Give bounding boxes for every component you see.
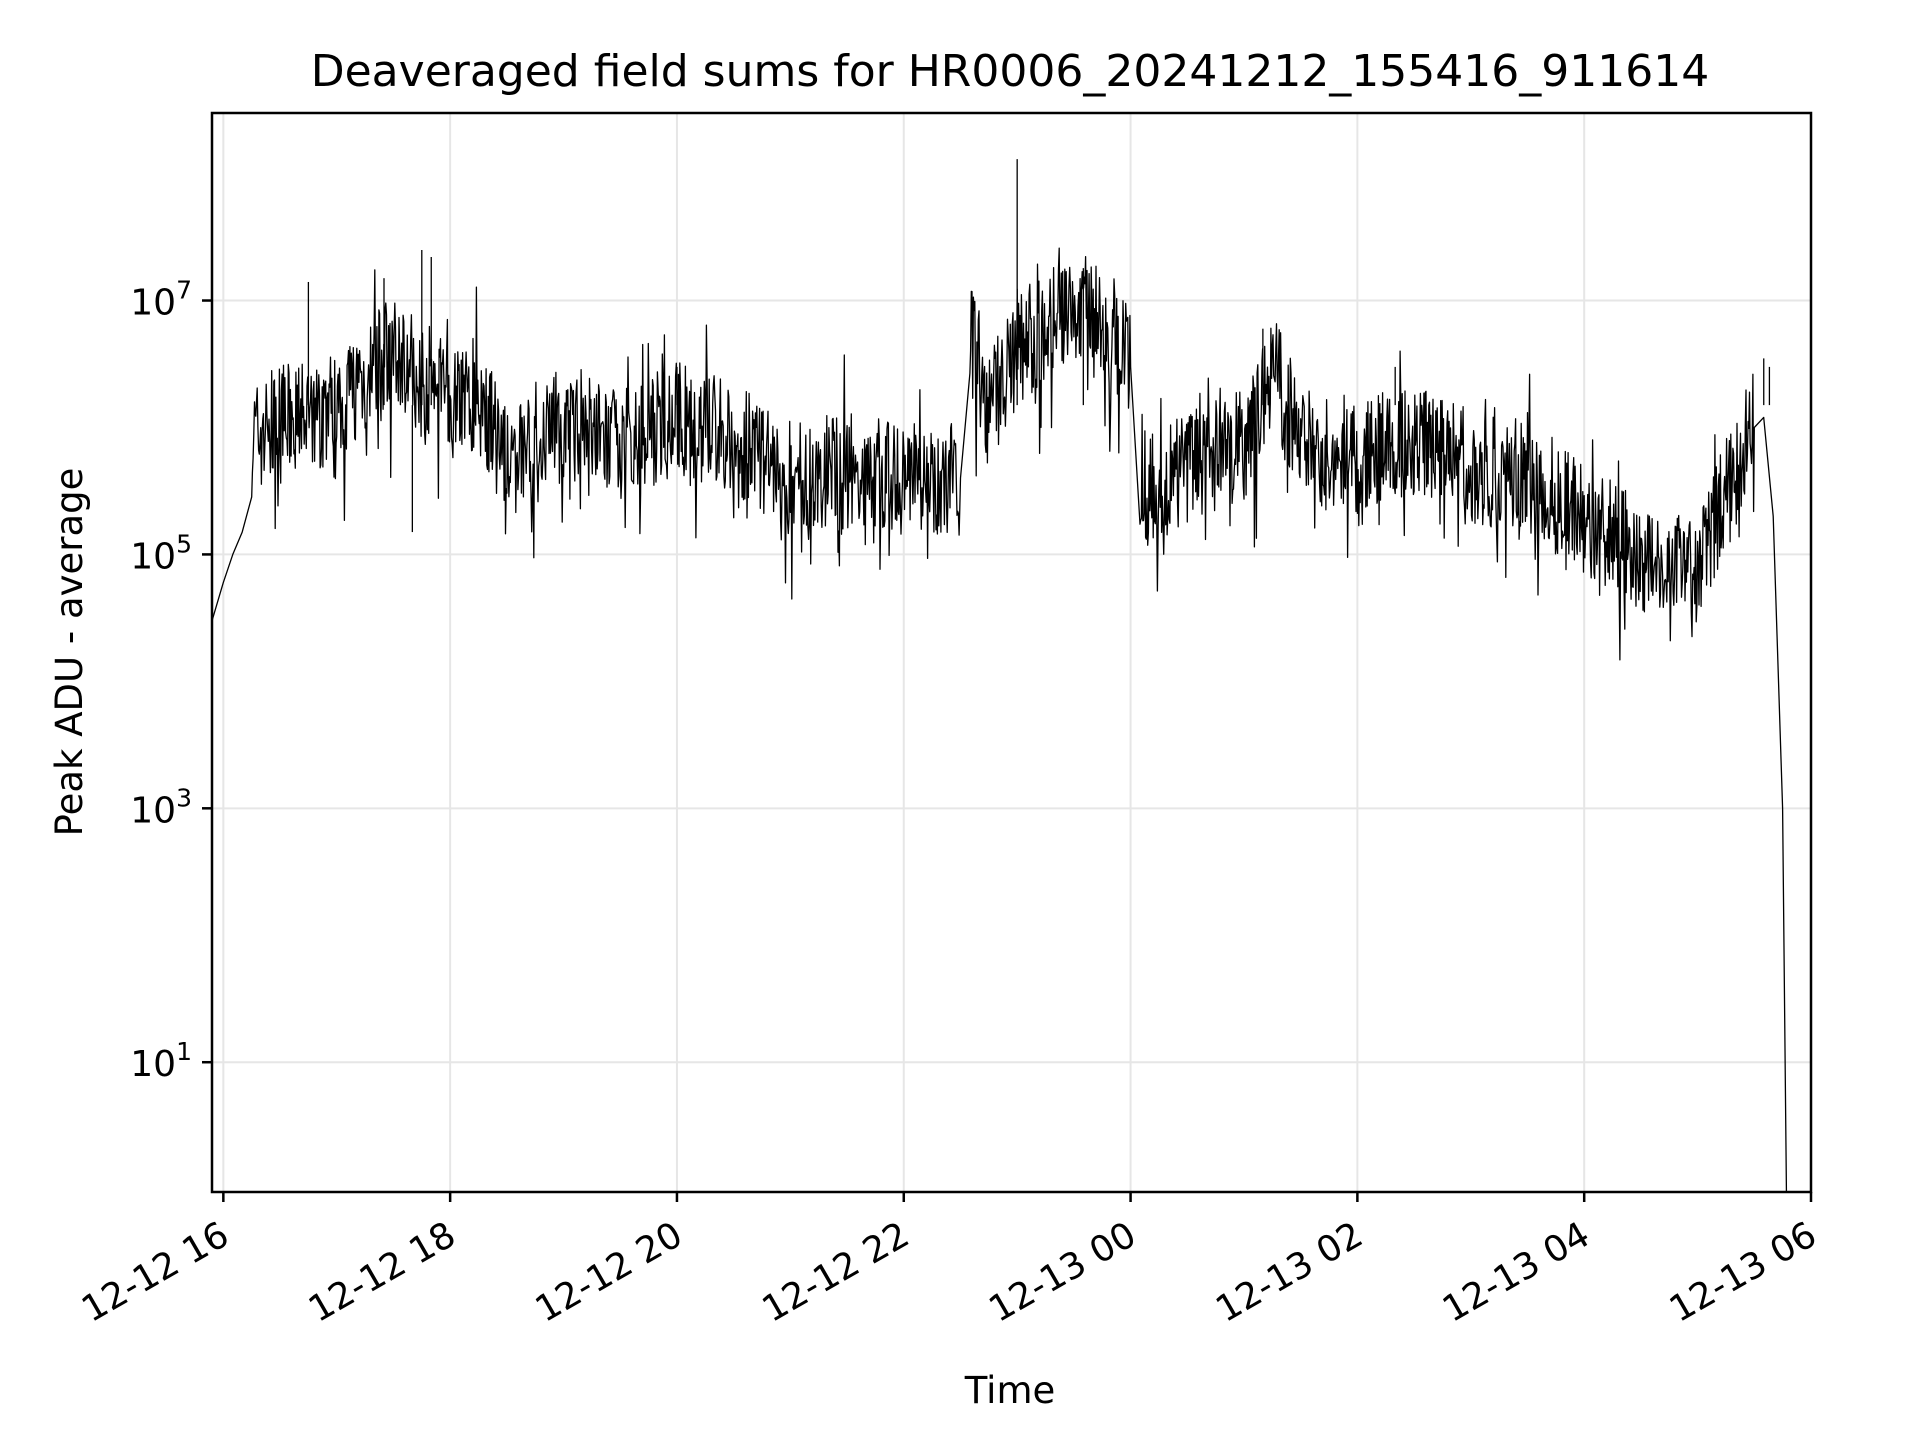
axis-ticks: 12-12 16 12-12 18 12-12 20 12-12 22 12-13 00…: [75, 276, 1823, 1331]
series-line: [211, 247, 1788, 1192]
x-tick-label: 12-12 22: [756, 1214, 917, 1330]
series-layer: [211, 159, 1788, 1192]
y-tick-label: 105: [130, 529, 192, 577]
chart-title: Deaveraged field sums for HR0006_2024121…: [311, 46, 1710, 97]
x-tick-label: 12-13 04: [1436, 1214, 1597, 1330]
x-tick-label: 12-13 00: [982, 1214, 1143, 1330]
plot-frame: [210, 111, 1813, 1194]
x-tick-label: 12-12 16: [75, 1214, 236, 1330]
x-tick-label: 12-13 06: [1663, 1214, 1824, 1330]
x-axis-label: Time: [964, 1369, 1056, 1412]
y-tick-label: 101: [130, 1037, 192, 1085]
y-axis-label: Peak ADU - average: [48, 468, 91, 837]
y-tick-label: 107: [130, 276, 192, 324]
x-tick-label: 12-12 18: [302, 1214, 463, 1330]
grid: [212, 113, 1811, 1192]
x-tick-label: 12-13 02: [1209, 1214, 1370, 1330]
x-tick-label: 12-12 20: [529, 1214, 690, 1330]
y-tick-label: 103: [130, 783, 192, 831]
